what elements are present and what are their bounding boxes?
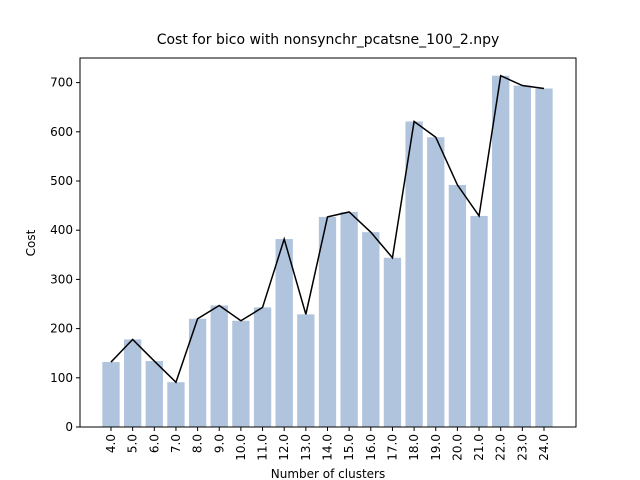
x-axis-label: Number of clusters [271,467,385,480]
x-tick-label: 5.0 [126,434,140,453]
y-tick-label: 500 [50,174,73,188]
bar [145,361,163,427]
bar [102,362,120,427]
x-tick-label: 17.0 [385,434,399,461]
y-tick-label: 100 [50,371,73,385]
x-tick-label: 20.0 [450,434,464,461]
x-tick-label: 14.0 [321,434,335,461]
x-tick-label: 12.0 [277,434,291,461]
y-tick-label: 200 [50,322,73,336]
x-tick-label: 21.0 [472,434,486,461]
bar [448,184,467,427]
x-tick-label: 18.0 [407,434,421,461]
y-axis-label: Cost [24,229,38,256]
bar [470,215,488,427]
x-tick-label: 13.0 [299,434,313,461]
x-tick-label: 8.0 [191,434,205,453]
trend-line [110,74,545,384]
bar [167,382,185,427]
bar [210,305,228,427]
x-tick-label: 9.0 [212,434,226,453]
bar [232,320,250,427]
bar [535,88,553,427]
bar [427,137,445,427]
y-tick-label: 0 [65,420,73,434]
x-tick-label: 23.0 [515,434,529,461]
x-tick-label: 15.0 [342,434,356,461]
x-tick-label: 22.0 [494,434,508,461]
bar [188,318,207,427]
bar [362,232,380,427]
bar [405,121,423,427]
x-tick-label: 6.0 [147,434,161,453]
x-tick-label: 10.0 [234,434,248,461]
y-tick-label: 300 [50,272,73,286]
y-tick-label: 600 [50,125,73,139]
bar [340,211,358,427]
bar [297,314,315,427]
y-tick-label: 400 [50,223,73,237]
x-tick-label: 11.0 [256,434,270,461]
y-tick-label: 700 [50,76,73,90]
x-tick-label: 16.0 [364,434,378,461]
bar [513,85,532,427]
x-tick-label: 19.0 [429,434,443,461]
bar [383,257,402,427]
chart-title: Cost for bico with nonsynchr_pcatsne_100… [157,32,500,48]
bar [275,239,293,427]
bar [253,307,272,427]
x-tick-label: 4.0 [104,434,118,453]
bar [318,216,337,427]
bar [492,75,510,427]
x-tick-label: 24.0 [537,434,551,461]
bar [123,339,142,427]
x-tick-label: 7.0 [169,434,183,453]
